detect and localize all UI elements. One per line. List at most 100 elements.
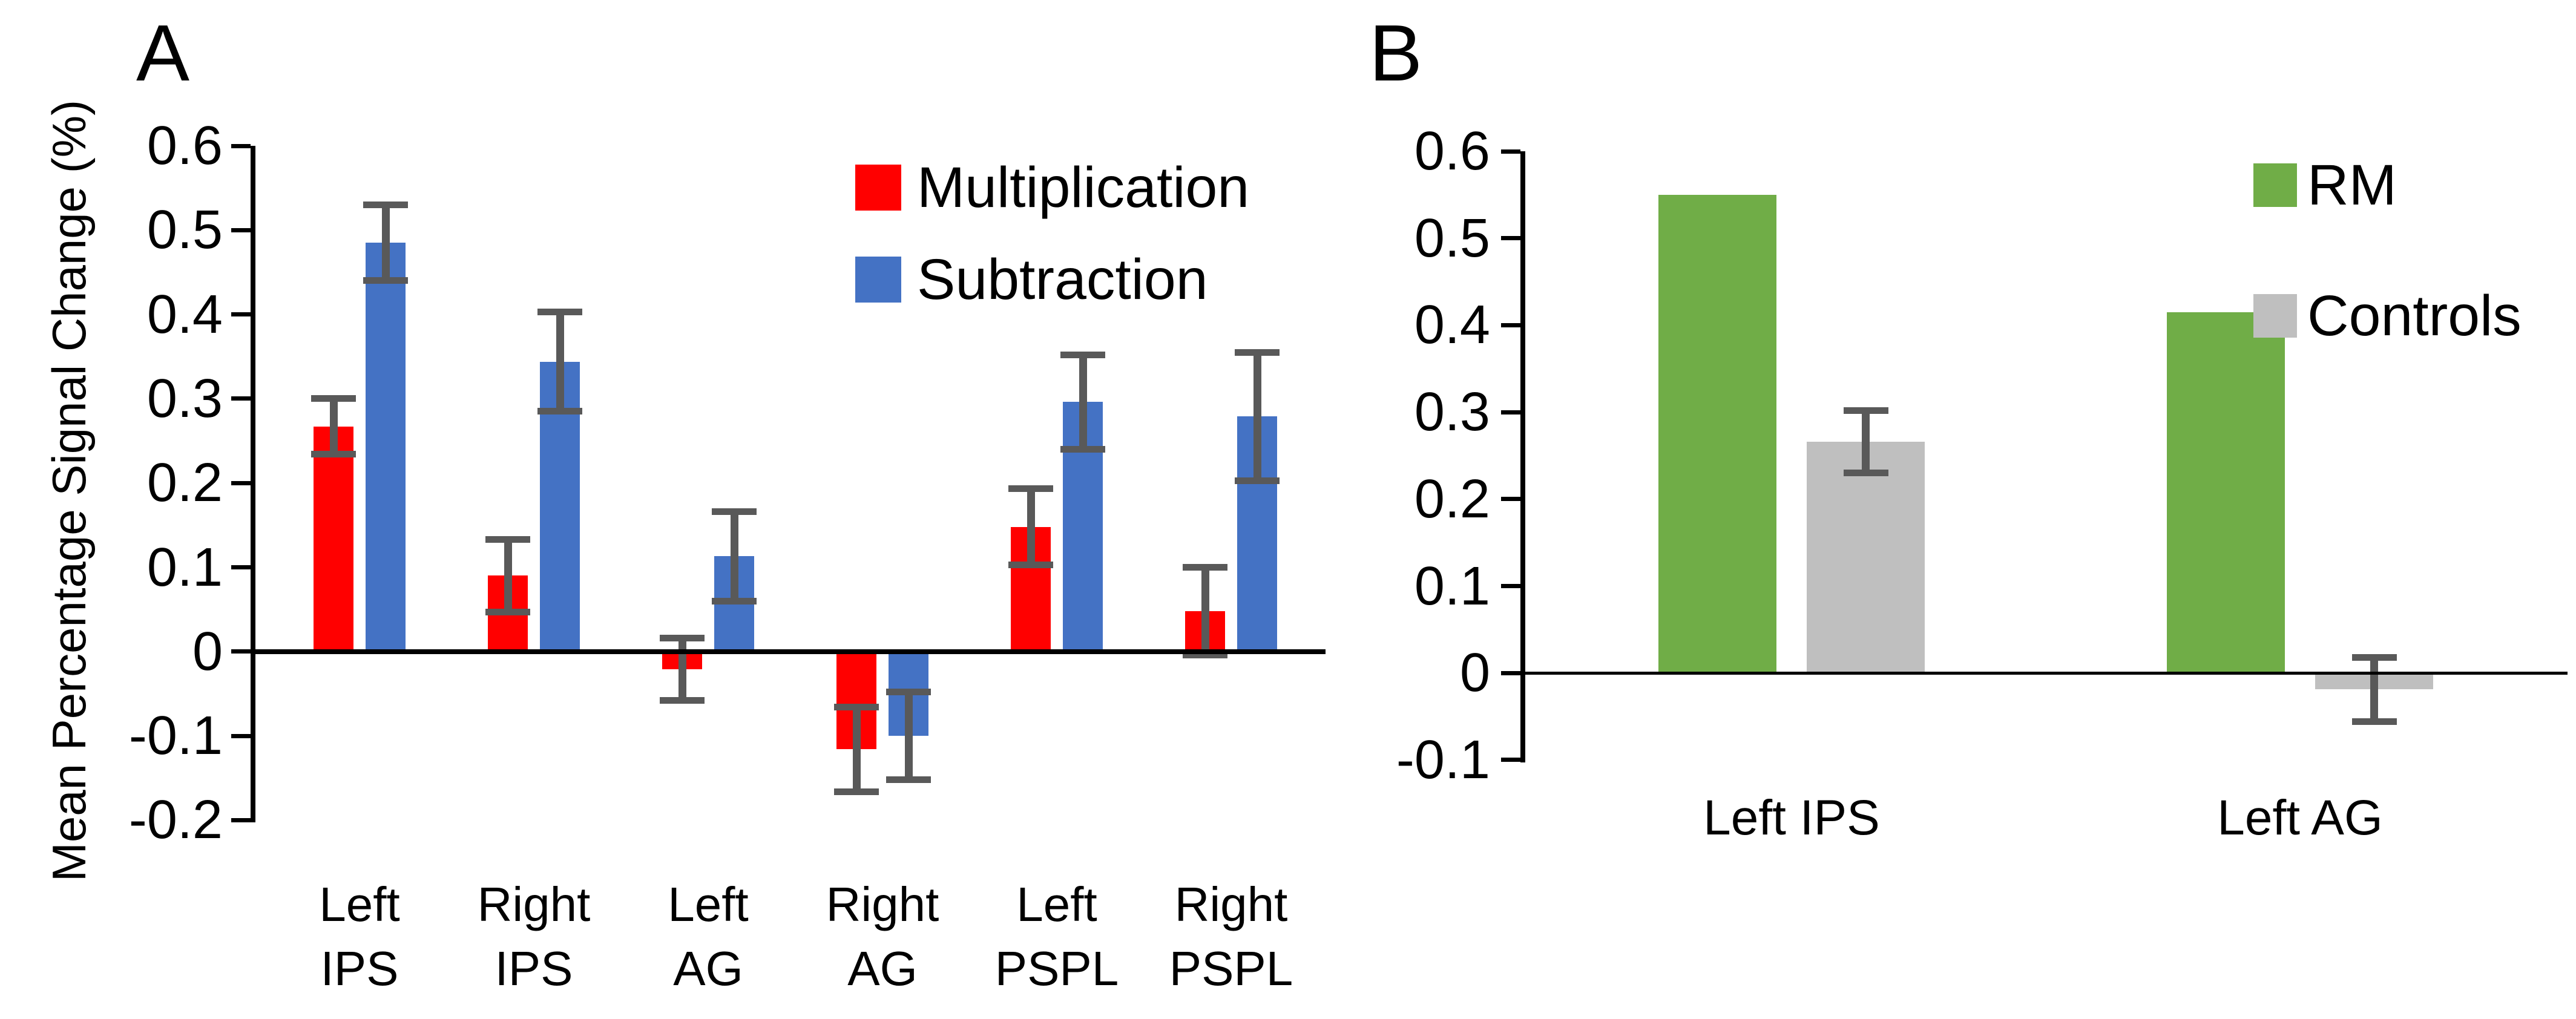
y-tick-label: 0.1 (1414, 555, 1490, 617)
y-tick-label: -0.1 (1396, 729, 1490, 790)
y-tick (231, 396, 251, 401)
error-bar-cap-top (485, 536, 530, 543)
category-label-line: PSPL (994, 941, 1119, 995)
error-bar-stem-subtraction-left-ips (381, 205, 390, 281)
error-bar-cap-bottom (485, 608, 530, 615)
y-tick (1501, 236, 1520, 241)
legend-swatch-multiplication (855, 165, 901, 211)
error-bar-cap-top (1235, 349, 1280, 356)
panel-b-label: B (1369, 8, 1423, 97)
error-bar-cap-bottom (2351, 718, 2397, 726)
category-label-left-ag: Left AG (527, 873, 890, 1000)
y-tick-label: 0.5 (1414, 208, 1490, 269)
error-bar-cap-bottom (886, 776, 931, 784)
error-bar-cap-top (1843, 407, 1888, 414)
category-label-line: Right (826, 877, 939, 931)
legend-swatch-rm (2253, 163, 2297, 207)
category-label-line: Right (1174, 877, 1288, 931)
y-tick-label: 0.1 (146, 537, 223, 598)
y-tick (1501, 758, 1520, 762)
y-tick (231, 228, 251, 232)
category-label-line: IPS (494, 941, 573, 995)
y-tick (1501, 149, 1520, 154)
category-label-right-ips: Right IPS (352, 873, 715, 1000)
y-tick (231, 649, 251, 654)
category-label-left-pspl: Left PSPL (875, 873, 1238, 1000)
error-bar-cap-bottom (363, 277, 408, 284)
category-label-line: Left (319, 877, 400, 931)
y-tick-label: 0.6 (1414, 121, 1490, 182)
y-tick-label: 0.2 (146, 453, 223, 514)
error-bar-cap-bottom (537, 408, 582, 415)
y-tick-label: 0.3 (146, 368, 223, 429)
error-bar-cap-bottom (834, 788, 879, 795)
y-tick (231, 312, 251, 317)
panel-a-label: A (136, 8, 190, 97)
category-label-left-ips: Left IPS (178, 873, 541, 1000)
y-tick (1501, 410, 1520, 414)
y-tick-label: 0 (192, 621, 223, 682)
category-label-line: AG (847, 941, 918, 995)
error-bar-cap-top (886, 689, 931, 696)
x-axis-zero-line (1520, 671, 2568, 675)
error-bar-stem-multiplication-left-ips (329, 398, 338, 454)
error-bar-cap-bottom (1843, 470, 1888, 477)
category-label-line: Left (1016, 877, 1097, 931)
error-bar-cap-bottom (1235, 477, 1280, 484)
error-bar-cap-bottom (1183, 651, 1227, 658)
category-label-line: AG (673, 941, 743, 995)
error-bar-cap-top (834, 704, 879, 711)
y-tick-label: 0.3 (1414, 382, 1490, 443)
error-bar-stem-subtraction-left-ag (730, 511, 738, 601)
error-bar-cap-top (311, 395, 356, 402)
error-bar-stem-multiplication-left-ag (678, 638, 686, 701)
bar-subtraction-left-ips (366, 243, 406, 652)
category-label-left-ips: Left IPS (1610, 785, 1973, 851)
y-axis (251, 146, 255, 823)
y-tick (231, 143, 251, 148)
error-bar-stem-subtraction-left-pspl (1079, 355, 1087, 450)
y-tick (231, 733, 251, 738)
y-tick (231, 480, 251, 485)
category-label-right-ag: Right AG (701, 873, 1064, 1000)
error-bar-stem-subtraction-right-pspl (1253, 352, 1261, 481)
error-bar-cap-top (537, 308, 582, 315)
y-tick-label: 0.4 (1414, 295, 1490, 356)
y-tick (1501, 670, 1520, 675)
y-tick-label: -0.2 (128, 790, 223, 851)
category-label-line: Left IPS (1703, 790, 1880, 845)
error-bar-cap-bottom (1060, 445, 1105, 453)
bar-rm-left-ag (2167, 312, 2285, 673)
error-bar-cap-top (1060, 351, 1105, 358)
error-bar-cap-top (712, 508, 757, 516)
error-bar-cap-top (1183, 564, 1227, 571)
y-tick-label: 0.6 (146, 116, 223, 176)
y-tick (1501, 323, 1520, 327)
y-tick-label: 0.5 (146, 200, 223, 261)
y-tick-label: 0 (1459, 643, 1490, 704)
legend-label-rm: RM (2307, 153, 2397, 217)
error-bar-cap-top (2351, 654, 2397, 661)
error-bar-cap-top (660, 635, 705, 641)
error-bar-cap-bottom (712, 597, 757, 605)
bar-multiplication-left-ips (314, 426, 353, 652)
legend-swatch-controls (2253, 294, 2297, 338)
y-tick-label: 0.4 (146, 284, 223, 345)
error-bar-stem-multiplication-right-ips (504, 539, 512, 612)
y-axis (1520, 151, 1525, 762)
category-label-line: PSPL (1169, 941, 1293, 995)
error-bar-stem-multiplication-right-pspl (1201, 567, 1209, 655)
legend-label-controls: Controls (2307, 284, 2522, 348)
y-tick (231, 817, 251, 822)
error-bar-cap-bottom (1008, 561, 1053, 568)
y-tick (1501, 497, 1520, 502)
legend-label-multiplication: Multiplication (917, 156, 1250, 220)
y-tick-label: -0.1 (128, 706, 223, 767)
bar-rm-left-ips (1658, 194, 1776, 673)
error-bar-stem-controls-left-ag (2370, 657, 2378, 722)
category-label-line: IPS (320, 941, 399, 995)
y-tick-label: 0.2 (1414, 468, 1490, 529)
error-bar-stem-controls-left-ips (1862, 410, 1870, 473)
error-bar-stem-subtraction-right-ips (556, 312, 564, 411)
